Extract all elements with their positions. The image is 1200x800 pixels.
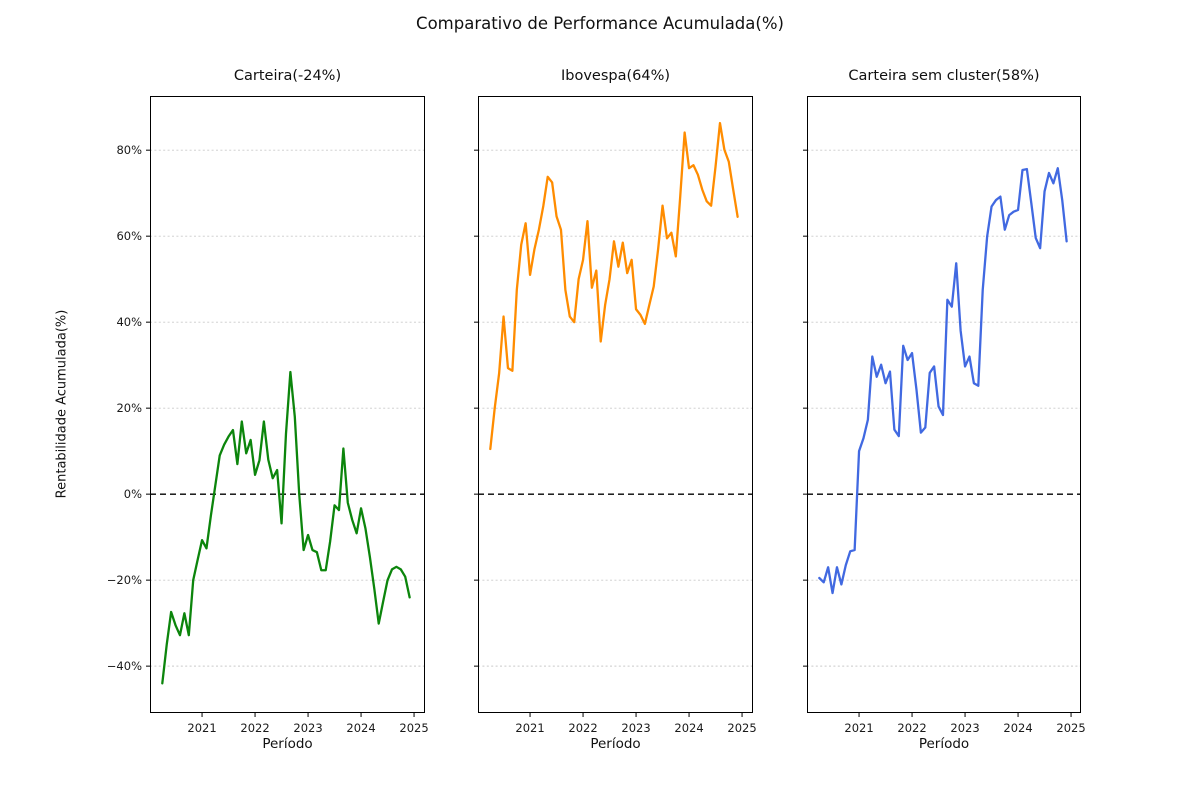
x-axis-label-carteira: Período bbox=[262, 736, 313, 752]
xtick-label-2022: 2022 bbox=[897, 721, 926, 735]
ytick-label-80: 80% bbox=[116, 143, 142, 157]
ytick-label--40: −40% bbox=[107, 659, 142, 673]
xtick-label-2023: 2023 bbox=[621, 721, 650, 735]
xtick-label-2024: 2024 bbox=[674, 721, 703, 735]
ytick-label-20: 20% bbox=[116, 401, 142, 415]
subplot-title-carteira: Carteira(-24%) bbox=[233, 68, 342, 84]
xtick-label-2023: 2023 bbox=[293, 721, 322, 735]
xtick-label-2025: 2025 bbox=[399, 721, 428, 735]
xtick-label-2025: 2025 bbox=[727, 721, 756, 735]
xtick-label-2022: 2022 bbox=[240, 721, 269, 735]
xtick-label-2021: 2021 bbox=[187, 721, 216, 735]
y-axis-label: Rentabilidade Acumulada(%) bbox=[54, 309, 70, 499]
xtick-label-2024: 2024 bbox=[346, 721, 375, 735]
xtick-label-2022: 2022 bbox=[568, 721, 597, 735]
series-line-ibovespa bbox=[489, 121, 739, 451]
xtick-label-2023: 2023 bbox=[950, 721, 979, 735]
subplot-title-carteira-sem-cluster: Carteira sem cluster(58%) bbox=[848, 68, 1040, 84]
subplot-title-ibovespa: Ibovespa(64%) bbox=[560, 68, 671, 84]
carteira-plot-area: 80% 60% 40% 20% 0% −20% −40% 2021 2022 2023 2024 20… bbox=[107, 96, 429, 735]
series-line-carteira bbox=[161, 370, 411, 685]
carteira-sem-cluster-plot-area: 2021 2022 2023 2024 2025 bbox=[803, 96, 1086, 735]
figure-title: Comparativo de Performance Acumulada(%) bbox=[416, 14, 784, 33]
xtick-label-2025: 2025 bbox=[1056, 721, 1085, 735]
xtick-label-2024: 2024 bbox=[1003, 721, 1032, 735]
x-axis-label-carteira-sem-cluster: Período bbox=[918, 736, 970, 752]
x-axis-label-ibovespa: Período bbox=[590, 736, 641, 752]
ytick-label-0: 0% bbox=[124, 487, 142, 501]
series-line-carteira-sem-cluster bbox=[818, 167, 1068, 595]
ytick-label-60: 60% bbox=[116, 229, 142, 243]
plot-border bbox=[807, 96, 1081, 713]
ibovespa-plot-area: 2021 2022 2023 2024 2025 bbox=[474, 96, 757, 735]
ytick-label-40: 40% bbox=[116, 315, 142, 329]
ytick-label--20: −20% bbox=[107, 573, 142, 587]
plot-border bbox=[478, 96, 753, 713]
plot-border bbox=[150, 96, 425, 713]
xtick-label-2021: 2021 bbox=[844, 721, 873, 735]
xtick-label-2021: 2021 bbox=[515, 721, 544, 735]
